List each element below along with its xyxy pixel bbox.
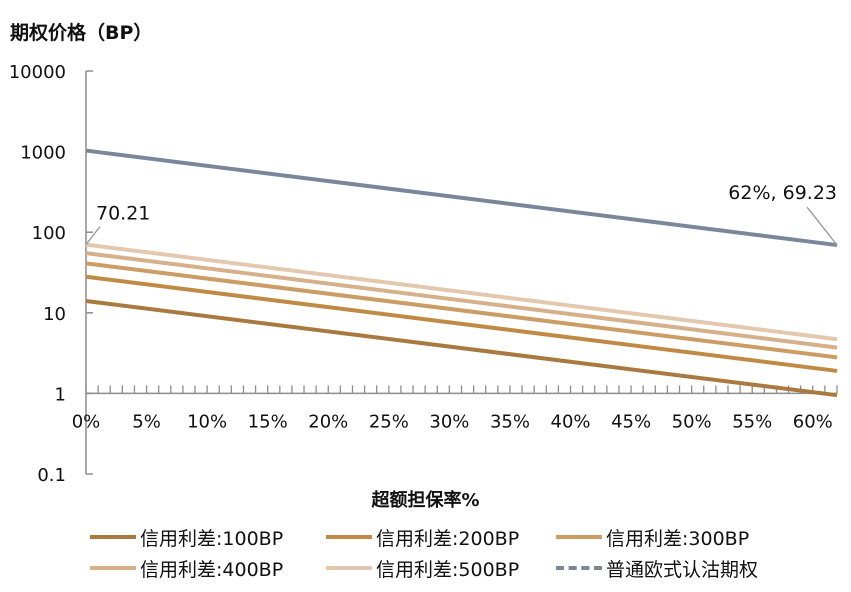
x-tick-label: 40% — [551, 411, 591, 432]
legend-label: 信用利差:100BP — [140, 527, 284, 550]
legend-label: 普通欧式认沽期权 — [606, 558, 759, 581]
annotation-label: 62%, 69.23 — [728, 182, 837, 204]
legend-item: 信用利差:400BP — [90, 555, 283, 581]
legend-swatch — [90, 535, 136, 539]
legend-swatch — [326, 566, 372, 570]
annotation-leader — [85, 226, 101, 245]
legend-label: 信用利差:400BP — [140, 558, 284, 581]
x-tick-label: 50% — [672, 411, 712, 432]
y-tick-label: 0.1 — [37, 465, 66, 486]
x-tick-label: 0% — [72, 411, 101, 432]
y-tick-label: 100 — [32, 223, 66, 244]
legend-item: 信用利差:100BP — [90, 524, 283, 550]
legend-label: 信用利差:200BP — [376, 527, 520, 550]
annotation-leader — [806, 206, 838, 246]
x-axis-label: 超额担保率% — [371, 490, 480, 511]
legend-item: 信用利差:500BP — [326, 555, 519, 581]
series-line-2 — [85, 274, 838, 373]
x-tick-label: 35% — [490, 411, 530, 432]
x-tick-label: 45% — [611, 411, 651, 432]
annotation-label: 70.21 — [96, 203, 150, 225]
series-line-6 — [85, 148, 838, 248]
series-line-4 — [85, 251, 838, 350]
legend-swatch — [90, 566, 136, 570]
legend-swatch — [326, 535, 372, 539]
y-tick-label: 1000 — [20, 143, 66, 164]
x-tick-label: 10% — [187, 411, 227, 432]
legend-label: 信用利差:500BP — [376, 558, 520, 581]
legend-label: 信用利差:300BP — [606, 527, 750, 550]
y-axis-label: 期权价格（BP） — [10, 22, 153, 44]
y-tick-label: 10 — [43, 304, 66, 325]
x-tick-label: 20% — [308, 411, 348, 432]
series-line-5 — [85, 242, 838, 342]
legend-item: 信用利差:200BP — [326, 524, 519, 550]
x-tick-label: 15% — [248, 411, 288, 432]
legend-swatch — [556, 535, 602, 539]
y-tick-label: 10000 — [9, 62, 66, 83]
legend-item: 信用利差:300BP — [556, 524, 749, 550]
series-line-3 — [85, 261, 838, 360]
x-tick-label: 5% — [132, 411, 161, 432]
x-tick-label: 60% — [793, 411, 833, 432]
series-line-1 — [85, 299, 838, 398]
legend-item: 普通欧式认沽期权 — [556, 555, 758, 581]
y-tick-label: 1 — [55, 384, 66, 405]
x-tick-label: 25% — [369, 411, 409, 432]
legend-swatch — [556, 566, 602, 570]
x-tick-label: 30% — [429, 411, 469, 432]
x-tick-label: 55% — [732, 411, 772, 432]
